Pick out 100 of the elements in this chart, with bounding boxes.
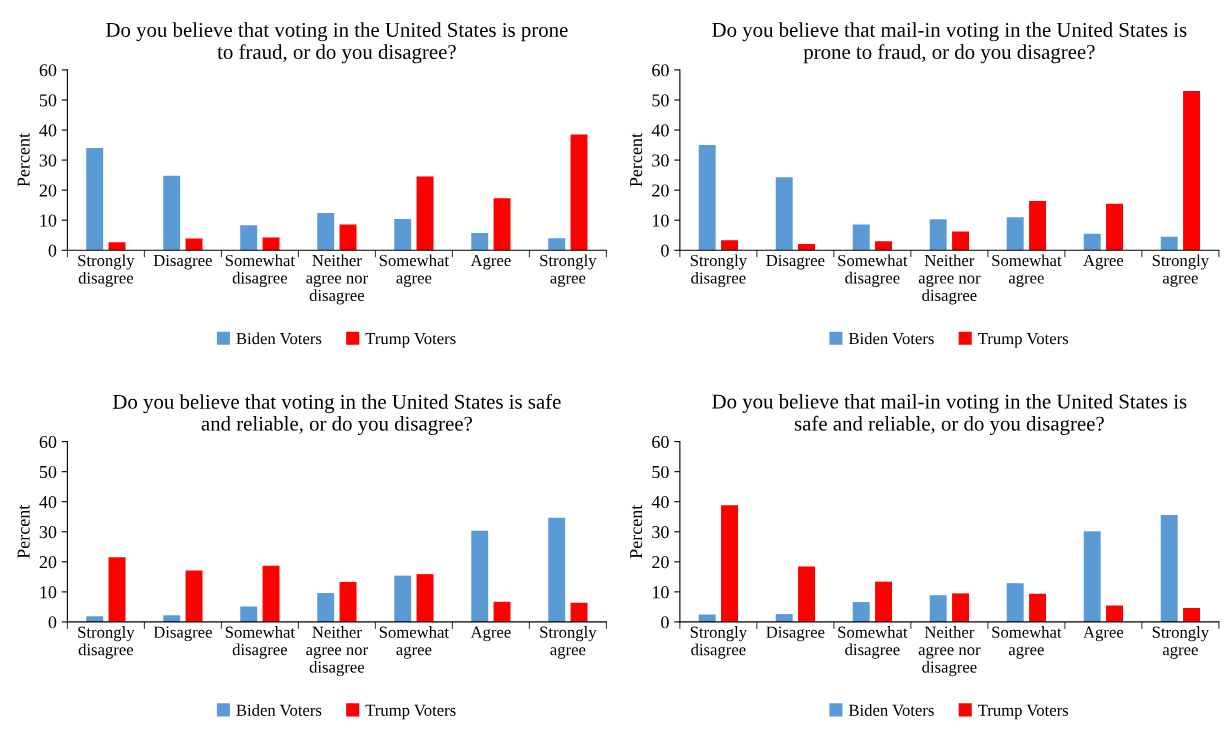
bar [339,224,357,251]
bar [163,175,181,251]
y-axis-title: Percent [17,504,30,559]
chart-title: Do you believe that voting in the United States is safe and reliable, or do you disagree? [112,393,561,435]
legend-label: Biden Voters [236,704,322,716]
bar [929,595,947,622]
bar [416,574,434,622]
bar [317,593,335,622]
bar [1029,593,1047,622]
bar [875,241,893,251]
y-tick-label: 40 [651,124,669,137]
y-tick-label: 10 [40,214,57,227]
y-tick-label: 20 [39,184,57,197]
x-tick-label: Neither agree nor disagree [918,626,981,677]
x-tick-label: Strongly disagree [78,626,135,659]
y-tick-label: 10 [652,214,669,227]
bar [698,614,716,622]
bar [1183,608,1201,622]
x-tick-label: Somewhat agree [379,626,449,659]
y-tick-label: 60 [39,64,57,77]
bar [721,240,739,251]
bar [86,148,104,251]
bar [852,602,870,622]
bar [394,575,412,622]
bar [163,615,181,622]
x-tick-label: Disagree [153,626,212,642]
bar [1106,605,1124,622]
bar [1083,531,1101,622]
x-tick-label: Agree [470,254,511,270]
bar [698,145,716,251]
x-tick-label: Strongly agree [540,626,597,659]
chart-title: Do you believe that voting in the United States is prone to fraud, or do you disagree? [106,22,568,64]
bar [952,593,970,622]
y-tick-label: 20 [39,556,57,569]
y-tick-label: 20 [652,556,669,569]
x-tick-label: Somewhat disagree [838,626,908,659]
x-tick-label: Strongly agree [1152,626,1210,659]
y-tick-label: 0 [48,616,57,629]
y-axis-title: Percent [630,504,643,559]
bar [240,606,258,622]
x-tick-label: Neither agree nor disagree [306,626,368,677]
bar [108,242,126,251]
legend-label: Biden Voters [236,332,322,345]
y-tick-label: 0 [48,244,57,257]
y-tick-label: 30 [39,154,57,167]
bar [548,517,566,622]
x-tick-label: Strongly agree [540,254,597,288]
chart-title: Do you believe that mail-in voting in the United States is prone to fraud, or do you disagree? [712,22,1187,64]
bar [1183,90,1201,251]
y-tick-label: 10 [652,586,669,599]
bar [471,233,489,251]
x-tick-label: Disagree [153,254,212,270]
legend-label: Biden Voters [848,332,934,345]
x-tick-label: Strongly disagree [690,626,748,659]
y-tick-label: 30 [652,526,669,539]
y-tick-label: 10 [40,586,57,599]
y-tick-label: 50 [39,94,57,107]
y-tick-label: 40 [39,495,57,509]
bar [471,530,489,622]
y-tick-label: 60 [652,435,669,449]
y-tick-label: 60 [652,64,669,77]
bar [185,238,203,251]
y-tick-label: 30 [39,526,57,539]
x-tick-label: Disagree [766,626,825,642]
x-tick-label: Agree [1083,626,1124,642]
bar [798,243,816,251]
y-tick-label: 60 [39,435,57,449]
x-tick-label: Neither agree nor disagree [918,254,981,305]
bar [262,237,280,251]
bar [548,238,566,251]
bar [108,557,126,622]
x-tick-label: Agree [470,626,511,642]
bar [339,581,357,622]
x-tick-label: Somewhat agree [992,626,1062,659]
y-tick-label: 0 [661,244,669,257]
x-tick-label: Agree [1083,254,1124,270]
bar [721,505,739,622]
chart-title: Do you believe that mail-in voting in the United States is safe and reliable, or do you disagree? [712,393,1187,435]
x-tick-label: Somewhat disagree [225,254,295,287]
bar [952,231,970,251]
y-tick-label: 30 [652,154,669,167]
legend-label: Trump Voters [978,333,1069,348]
bar [493,198,511,251]
y-axis-title: Percent [17,133,30,187]
bar [929,219,947,251]
bar [852,224,870,251]
bar [394,218,412,251]
bar [1160,236,1178,251]
bar [493,601,511,622]
x-tick-label: Somewhat agree [992,254,1062,287]
bar [570,134,588,251]
bar [1083,233,1101,251]
y-tick-label: 0 [661,616,669,629]
bar [1006,217,1024,251]
y-tick-label: 50 [652,465,669,479]
bar [1106,203,1124,251]
bar [798,566,816,622]
x-tick-label: Strongly disagree [690,254,748,288]
bar [317,212,335,251]
bar [185,570,203,622]
